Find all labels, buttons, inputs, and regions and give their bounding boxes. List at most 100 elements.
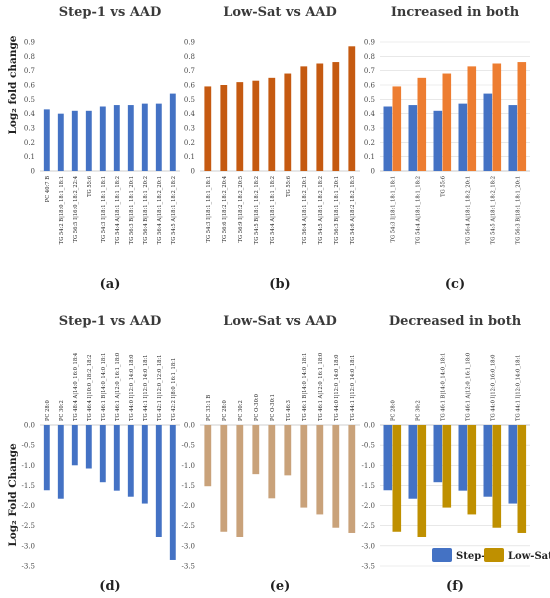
y-tick-label: 0.4 [184,110,196,118]
category-label: PC 30:2 [238,400,244,421]
panel-a: Step-1 vs AAD 0 0.1 0.2 0.3 0.4 0.5 0.6 0.7 0.8 0.… [24,5,180,292]
bar [113,425,120,491]
bar [417,77,427,171]
category-label: TG 54:3 I|18:1_18:1_18:1 [206,176,212,242]
panel-e: Low-Sat vs AAD 0.0 -0.5 -1.0 -1.5 -2.0 -2.5 -3.… [182,314,360,594]
bar [483,93,493,171]
y-tick-label: -2.5 [182,522,196,530]
y-tick-label: 0.9 [184,39,195,47]
category-label: TG 54:5 A|18:1_18:2_18:2 [491,176,497,244]
panel-label: (f) [446,579,464,594]
category-label: TG 54:5 B|18:1_18:2_18:2 [254,176,260,244]
category-label: PC 40:7 B [45,176,51,202]
category-label: TG 54:3 I|18:1_18:1_18:1 [101,176,107,242]
category-label: TG 56:4 B|18:1_18:1_20:2 [143,176,149,244]
bar [113,105,120,171]
y-tick-label: -1.5 [22,482,36,490]
bar [43,109,50,171]
panel-label: (a) [100,277,121,292]
category-label: TG 44:0 I|12:0_16:0_18:0 [491,355,497,421]
y-tick-label: 0.9 [24,39,35,47]
bar [141,425,148,504]
bar [141,103,148,171]
panel-label: (e) [270,579,291,594]
category-label: TG 56:4 A|18:1_18:2_20:1 [302,176,308,244]
chart-title: Step-1 vs AAD [59,5,162,20]
panel-f: Decreased in both 0.0 -0.5 -1.0 -1.5 -2.0 -2.5… [362,314,530,594]
bar [252,425,260,475]
y-tick-label: 0.8 [184,53,195,61]
bar [155,103,162,171]
y-tick-label: 0.2 [184,139,195,147]
y-tick-label: 0 [191,168,195,176]
y-tick-label: -2.0 [182,502,196,510]
bar [408,425,418,499]
panel-label: (b) [269,277,290,292]
chart-title: Decreased in both [389,314,522,329]
y-tick-label: 0.6 [364,82,376,90]
category-label: TG 56:3 B|18:1_18:1_20:1 [129,176,135,244]
y-tick-label: -2.5 [22,522,36,530]
category-label: TG 46:1 B|14:0_14:0_18:1 [441,353,447,421]
chart-title: Increased in both [391,5,520,20]
bar [392,86,402,171]
bar [316,63,324,171]
bar [492,425,502,528]
bar [85,425,92,469]
bar [99,106,106,171]
y-tick-label: 0.2 [24,139,35,147]
bar [43,425,50,491]
category-label: TG 56:3 B|18:1_18:1_20:1 [516,176,522,244]
bar [57,425,64,499]
y-tick-label: -3.5 [362,563,376,571]
y-tick-label: 0.3 [24,125,35,133]
category-label: TG 55:6 [286,176,292,197]
y-tick-label: 0.4 [24,110,36,118]
bar [508,425,518,504]
category-label: TG 54:5 A|18:1_18:2_18:2 [318,176,324,244]
bar [467,425,477,515]
bar [127,425,134,497]
bar [392,425,402,532]
y-tick-label: 0.1 [24,153,35,161]
category-label: TG 44:1 I|12:0_14:0_18:1 [143,355,149,421]
bar [127,105,134,171]
y-tick-label: 0.4 [364,110,376,118]
bar [332,62,340,171]
category-label: TG 46:3 [286,400,292,421]
y-tick-label: -1.0 [362,462,376,470]
y-tick-label: 0.2 [364,139,375,147]
category-label: TG 54:4 A|18:1_18:1_18:2 [115,176,121,244]
bar [408,105,418,171]
bar [236,82,244,171]
y-tick-label: 0 [371,168,375,176]
bar [517,62,527,171]
bar [204,86,212,171]
bar [348,46,356,171]
y-tick-label: -1.5 [182,482,196,490]
category-label: TG 48:4 A|14:0_16:0_18:4 [73,352,79,421]
bar [169,93,176,171]
bar [458,425,468,491]
bar [284,425,292,476]
bar [284,73,292,171]
y-tick-label: 0.9 [364,39,375,47]
category-label: TG 46:1 B|14:0_14:0_18:1 [101,353,107,421]
category-label: TG 54:3 I|18:1_18:1_18:1 [391,176,397,242]
bar [236,425,244,537]
category-label: PC 30:2 [59,400,65,421]
category-label: TG 42:2 I|8:0_16:1_18:1 [171,358,177,421]
bar [268,77,276,171]
category-label: PC 28:0 [45,400,51,421]
bottom-y-axis-label: Log₂ Fold Change [7,443,19,547]
y-tick-label: 0.7 [364,67,375,75]
category-label: TG 56:3 B|18:1_18:1_20:1 [334,176,340,244]
category-label: TG 56:9 I|18:2_18:2_20:5 [238,176,244,242]
y-tick-label: -1.0 [182,462,196,470]
category-label: PC O-30:1 [270,394,276,421]
bar [71,110,78,171]
panels: Step-1 vs AAD 0 0.1 0.2 0.3 0.4 0.5 0.6 0.7 0.8 0.… [22,5,530,594]
y-tick-label: 0.5 [24,96,35,104]
category-label: TG 44:0 I|12:0_14:0_18:0 [334,355,340,421]
